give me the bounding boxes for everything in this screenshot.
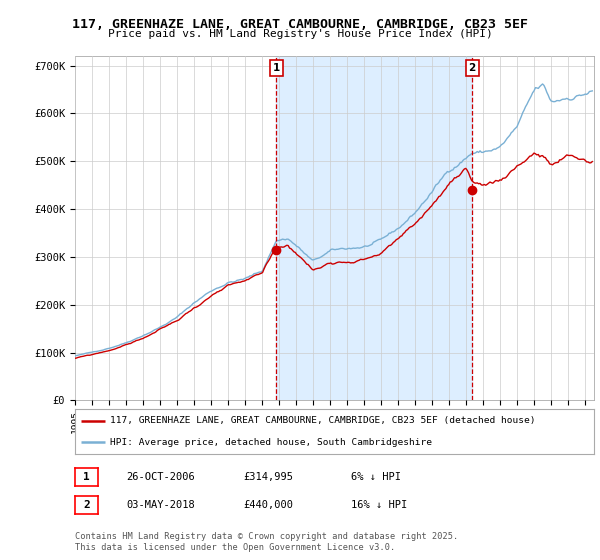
Text: 2: 2	[469, 63, 476, 73]
Bar	[276, 56, 472, 400]
Text: HPI: Average price, detached house, South Cambridgeshire: HPI: Average price, detached house, Sout…	[110, 438, 432, 447]
Text: £440,000: £440,000	[243, 500, 293, 510]
Text: 1: 1	[272, 63, 280, 73]
Text: 117, GREENHAZE LANE, GREAT CAMBOURNE, CAMBRIDGE, CB23 5EF (detached house): 117, GREENHAZE LANE, GREAT CAMBOURNE, CA…	[110, 417, 536, 426]
Text: 03-MAY-2018: 03-MAY-2018	[126, 500, 195, 510]
Text: 1: 1	[83, 472, 90, 482]
Text: 6% ↓ HPI: 6% ↓ HPI	[351, 472, 401, 482]
Text: £314,995: £314,995	[243, 472, 293, 482]
Text: Price paid vs. HM Land Registry's House Price Index (HPI): Price paid vs. HM Land Registry's House …	[107, 29, 493, 39]
Text: 2: 2	[83, 500, 90, 510]
Text: 117, GREENHAZE LANE, GREAT CAMBOURNE, CAMBRIDGE, CB23 5EF: 117, GREENHAZE LANE, GREAT CAMBOURNE, CA…	[72, 18, 528, 31]
Text: 16% ↓ HPI: 16% ↓ HPI	[351, 500, 407, 510]
Text: 26-OCT-2006: 26-OCT-2006	[126, 472, 195, 482]
Text: Contains HM Land Registry data © Crown copyright and database right 2025.
This d: Contains HM Land Registry data © Crown c…	[75, 532, 458, 552]
